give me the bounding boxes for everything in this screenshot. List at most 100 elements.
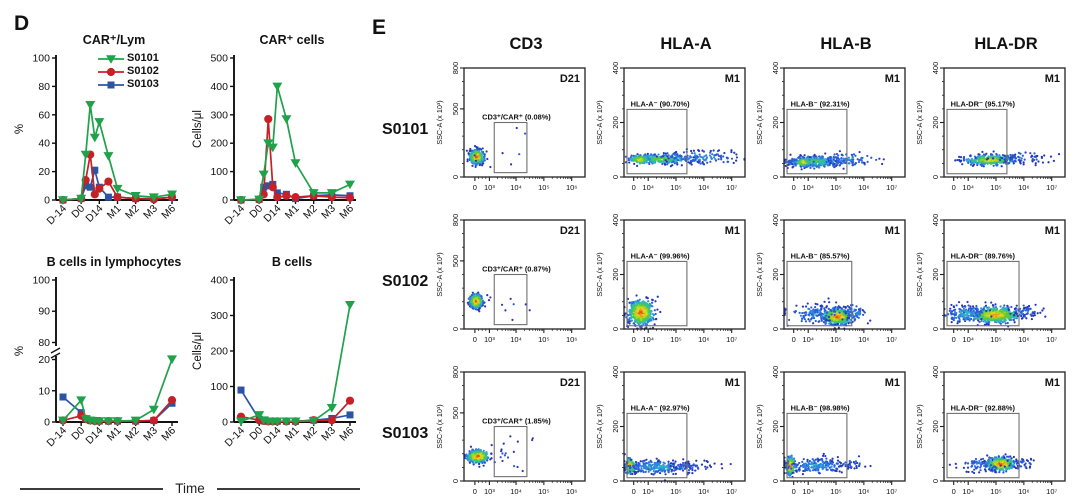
x-tick-label: 10⁶	[566, 335, 577, 344]
y-tick-label: 0	[451, 327, 460, 331]
x-tick-label: D14	[261, 425, 283, 447]
gate-box	[626, 108, 688, 175]
legend-item-s0102: S0102	[98, 65, 159, 78]
panel-d: D CAR⁺/Lym 0 20 40 60 80 100 D-14 D0 D14 M1 M2 M3 M6…	[8, 6, 364, 496]
circle-marker-icon	[282, 191, 291, 200]
chart-bcells-lym: B cells in lymphocytes 0 10 20 80 90 100 D-14 D…	[10, 255, 188, 471]
square-marker-icon	[91, 166, 99, 174]
circle-marker-icon	[345, 396, 355, 405]
flow-plot-svg: 0 200 400 0 10⁴ 10⁵ 10⁶ 10⁷ SSC-A (x 10³) HLA-DR⁻…	[915, 366, 1066, 496]
x-tick-label: 10⁴	[510, 183, 522, 192]
y-axis-label: Cells/μl	[192, 110, 204, 148]
y-axis-label: SSC-A (x 10³)	[915, 252, 924, 296]
corner-timepoint-label: M1	[725, 73, 740, 85]
gate-label: HLA-DR⁻ (92.88%)	[951, 403, 1016, 412]
flow-plot-s0101-hla-b: 0 200 400 0 10⁴ 10⁵ 10⁶ 10⁷ SSC-A (x 10³) HLA-B⁻ …	[754, 54, 914, 206]
circle-marker-icon	[90, 190, 99, 199]
x-tick-label: 10⁴	[510, 335, 522, 344]
flow-plot-svg: 0 200 400 0 10⁴ 10⁵ 10⁶ 10⁷ SSC-A (x 10³) HLA-B⁻ …	[755, 214, 906, 344]
triangle-down-marker-icon	[258, 170, 269, 180]
y-tick-label: 800	[451, 366, 460, 379]
x-tick-label: 10⁴	[962, 183, 974, 192]
x-tick-label: M2	[123, 425, 142, 444]
flow-plot-s0101-cd3: 0 500 800 0 10³ 10⁴ 10⁵ 10⁶ SSC-A (x 10³) CD3⁺/CA…	[434, 54, 594, 206]
y-axis-label: %	[14, 124, 26, 134]
x-tick-label: M1	[105, 425, 124, 444]
x-tick-label: 10⁴	[962, 335, 974, 344]
y-axis-label: SSC-A (x 10³)	[755, 252, 764, 296]
triangle-down-marker-icon	[254, 195, 265, 205]
y-tick-label: 0	[771, 175, 780, 179]
flow-plot-s0103-hla-a: 0 200 400 0 10⁴ 10⁵ 10⁶ 10⁷ SSC-A (x 10³) HLA-A⁻ …	[594, 358, 754, 498]
corner-timepoint-label: D21	[560, 377, 580, 389]
flow-plot-svg: 0 200 400 0 10⁴ 10⁵ 10⁶ 10⁷ SSC-A (x 10³) HLA-DR⁻…	[915, 214, 1066, 344]
triangle-down-marker-icon	[326, 189, 337, 198]
x-tick-label: 10⁴	[642, 487, 654, 496]
corner-timepoint-label: M1	[1045, 73, 1060, 85]
x-tick-label: 10⁶	[858, 487, 869, 496]
y-tick-label: 10	[38, 385, 50, 397]
legend-item-s0103: S0103	[98, 78, 159, 91]
x-tick-label: M3	[141, 425, 160, 444]
triangle-down-marker-icon	[130, 416, 141, 426]
x-tick-label: 10⁴	[962, 487, 974, 496]
x-tick-label: 10⁵	[538, 487, 549, 496]
y-axis-label: SSC-A (x 10³)	[915, 404, 924, 448]
y-tick-label: 200	[611, 116, 620, 129]
flow-plot-svg: 0 500 800 0 10³ 10⁴ 10⁵ 10⁶ SSC-A (x 10³) CD3⁺/CA…	[435, 366, 586, 496]
x-tick-label: 10⁵	[830, 335, 841, 344]
x-tick-label: 10⁵	[538, 183, 549, 192]
triangle-down-marker-icon	[272, 417, 283, 427]
triangle-down-marker-icon	[148, 193, 159, 202]
square-marker-icon	[107, 81, 115, 88]
x-tick-label: 10⁷	[886, 183, 897, 192]
x-tick-label: M3	[141, 203, 160, 222]
y-tick-label: 400	[771, 214, 780, 227]
x-tick-label: 10⁶	[1018, 487, 1029, 496]
x-tick-label: 10⁷	[726, 183, 737, 192]
y-tick-label: 400	[210, 81, 228, 93]
triangle-down-marker-icon	[308, 417, 319, 426]
triangle-down-marker-icon	[112, 417, 123, 426]
flow-plot-s0103-hla-dr: 0 200 400 0 10⁴ 10⁵ 10⁶ 10⁷ SSC-A (x 10³) HLA-DR⁻…	[914, 358, 1074, 498]
x-tick-label: 10⁷	[1046, 183, 1057, 192]
triangle-down-marker-icon	[89, 133, 100, 143]
gate-label: HLA-DR⁻ (95.17%)	[951, 99, 1016, 108]
x-tick-label: 10⁴	[802, 335, 814, 344]
y-tick-label: 0	[931, 479, 940, 483]
y-tick-label: 200	[931, 420, 940, 433]
gate-label: CD3⁺/CAR⁺ (0.08%)	[482, 113, 551, 122]
triangle-down-marker-icon	[103, 417, 114, 426]
flow-plot-svg: 0 200 400 0 10⁴ 10⁵ 10⁶ 10⁷ SSC-A (x 10³) HLA-A⁻ …	[595, 366, 746, 496]
x-tick-label: D14	[261, 203, 283, 225]
x-tick-label: 0	[792, 487, 796, 496]
y-axis-label: Cells/μl	[192, 332, 204, 370]
y-axis-label: %	[14, 346, 26, 356]
triangle-down-marker-icon	[290, 417, 301, 427]
y-tick-label: 400	[611, 214, 620, 227]
triangle-down-marker-icon	[130, 191, 141, 201]
circle-marker-icon	[149, 416, 158, 425]
x-tick-label: M3	[319, 425, 338, 444]
y-tick-label: 0	[931, 175, 940, 179]
y-tick-label: 500	[451, 407, 460, 420]
triangle-down-marker-icon	[267, 143, 278, 153]
x-tick-label: M2	[301, 203, 320, 222]
flow-plot-svg: 0 200 400 0 10⁴ 10⁵ 10⁶ 10⁷ SSC-A (x 10³) HLA-B⁻ …	[755, 366, 906, 496]
gate-box	[786, 108, 848, 175]
triangle-down-marker-icon	[76, 194, 87, 204]
gate-label: HLA-DR⁻ (89.76%)	[951, 251, 1016, 260]
square-marker-icon	[237, 386, 245, 394]
y-tick-label: 40	[38, 138, 50, 150]
y-tick-label: 0	[44, 195, 50, 207]
circle-marker-icon	[113, 193, 122, 202]
gate-label: HLA-B⁻ (92.31%)	[791, 99, 850, 108]
x-tick-label: 10⁵	[830, 183, 841, 192]
y-axis-label: SSC-A (x 10³)	[595, 404, 604, 448]
flow-plot-s0101-hla-dr: 0 200 400 0 10⁴ 10⁵ 10⁶ 10⁷ SSC-A (x 10³) HLA-DR⁻…	[914, 54, 1074, 206]
y-tick-label: 100	[32, 53, 50, 65]
y-tick-label: 400	[771, 62, 780, 75]
y-tick-label: 80	[38, 337, 50, 349]
